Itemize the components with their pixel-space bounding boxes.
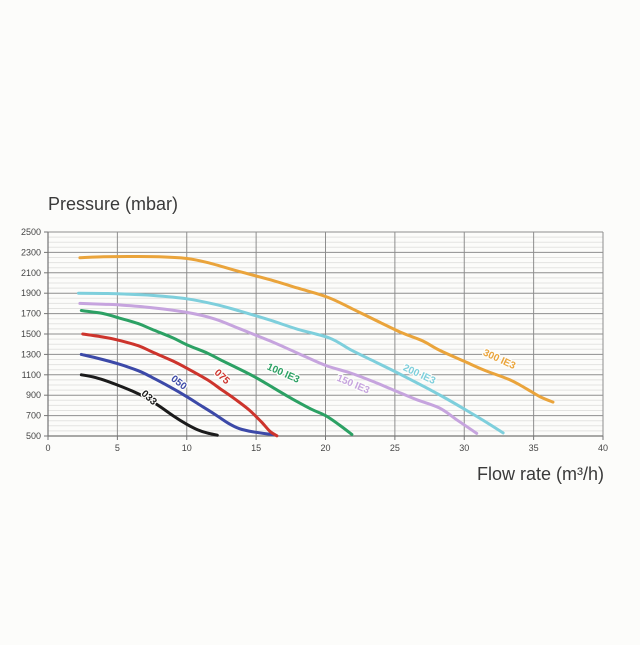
series-curve-150-ie3 xyxy=(78,301,479,435)
x-axis-label: Flow rate (m³/h) xyxy=(476,464,604,484)
y-tick-label: 1700 xyxy=(21,309,41,319)
y-tick-label: 2500 xyxy=(21,227,41,237)
series-curve-050 xyxy=(79,352,276,437)
x-tick-label: 30 xyxy=(459,443,469,453)
x-tick-label: 10 xyxy=(182,443,192,453)
series-curve-033 xyxy=(79,373,219,437)
series-label-100-ie3: 100 IE3 xyxy=(265,362,301,386)
x-tick-label: 35 xyxy=(529,443,539,453)
y-tick-label: 1100 xyxy=(22,370,41,380)
chart-title: Pressure (mbar) xyxy=(48,194,179,214)
x-tick-label: 40 xyxy=(598,443,608,453)
x-tick-label: 15 xyxy=(251,443,261,453)
y-tick-label: 1900 xyxy=(21,288,41,298)
y-tick-label: 700 xyxy=(26,411,41,421)
series-curve-200-ie3 xyxy=(77,291,505,435)
y-tick-label: 2100 xyxy=(21,268,41,278)
series-curve-075 xyxy=(81,332,279,438)
series-curve-300-ie3 xyxy=(78,254,555,404)
y-tick-label: 900 xyxy=(26,390,41,400)
x-tick-label: 20 xyxy=(320,443,330,453)
x-tick-label: 25 xyxy=(390,443,400,453)
x-tick-label: 0 xyxy=(45,443,50,453)
x-tick-label: 5 xyxy=(115,443,120,453)
series-label-150-ie3: 150 IE3 xyxy=(335,373,371,397)
y-tick-label: 1300 xyxy=(21,349,41,359)
series-label-300-ie3: 300 IE3 xyxy=(481,347,517,372)
y-tick-label: 500 xyxy=(26,431,41,441)
y-tick-label: 1500 xyxy=(21,329,41,339)
y-tick-label: 2300 xyxy=(21,247,41,257)
series-curve-100-ie3 xyxy=(79,309,354,436)
